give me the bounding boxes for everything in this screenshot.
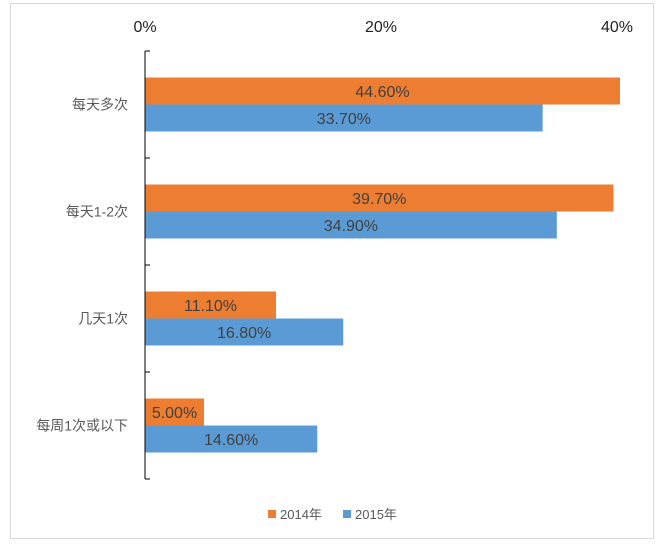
bar-2014 xyxy=(145,184,614,212)
category-label: 每天1-2次 xyxy=(66,204,128,220)
data-label: 44.60% xyxy=(355,84,409,101)
x-tick-label: 0% xyxy=(133,19,156,36)
legend-label: 2015年 xyxy=(355,507,397,522)
bar-2014 xyxy=(145,77,620,105)
data-label: 11.10% xyxy=(184,298,237,315)
chart-frame xyxy=(10,3,654,539)
bar-2015 xyxy=(145,211,557,239)
data-label: 33.70% xyxy=(317,111,371,128)
data-label: 16.80% xyxy=(217,325,271,342)
category-label: 几天1次 xyxy=(78,311,128,327)
category-label: 每天多次 xyxy=(72,97,128,113)
bar-2014 xyxy=(145,291,276,319)
bar-2015 xyxy=(145,425,318,453)
x-tick-label: 40% xyxy=(601,19,633,36)
bar-2015 xyxy=(145,318,344,346)
data-label: 39.70% xyxy=(352,191,406,208)
data-label: 34.90% xyxy=(324,218,378,235)
x-tick-label: 20% xyxy=(365,19,397,36)
bar-2014 xyxy=(145,398,204,426)
legend-swatch-2015 xyxy=(343,510,351,518)
bar-2015 xyxy=(145,104,543,132)
data-label: 5.00% xyxy=(152,405,197,422)
data-label: 14.60% xyxy=(204,432,258,449)
legend-swatch-2014 xyxy=(268,510,276,518)
legend-label: 2014年 xyxy=(280,507,322,522)
category-label: 每周1次或以下 xyxy=(36,418,128,434)
